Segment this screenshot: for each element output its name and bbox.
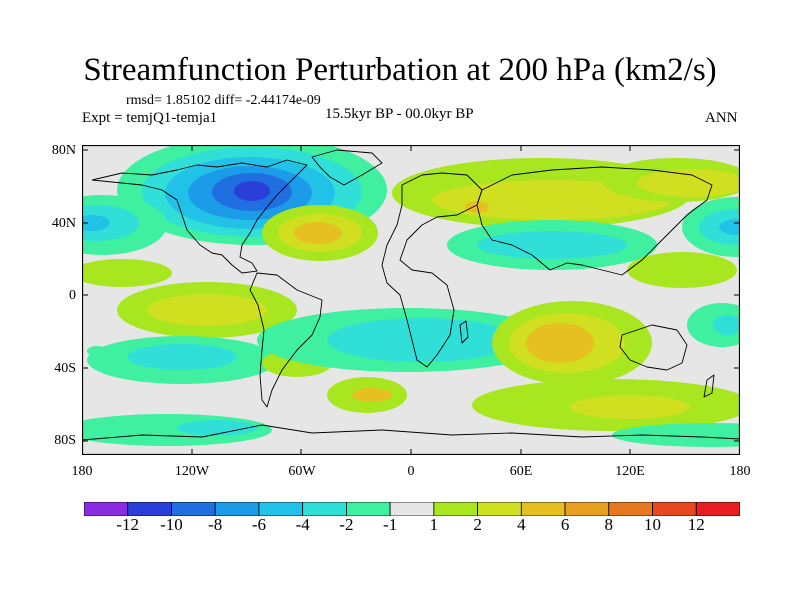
x-tick-180w: 180 xyxy=(71,464,93,479)
colorbar-label: -10 xyxy=(160,515,183,534)
asia-trough-contours xyxy=(447,220,657,270)
axis-ticks xyxy=(82,145,740,455)
australia-coast xyxy=(619,324,688,371)
y-tick-80s: 80S xyxy=(54,433,76,448)
colorbar-swatch xyxy=(564,502,610,516)
colorbar-swatch xyxy=(520,502,566,516)
colorbar-label: 2 xyxy=(473,515,482,534)
colorbar-label: -2 xyxy=(339,515,354,534)
greenland-coast xyxy=(311,149,383,186)
colorbar-label: -12 xyxy=(116,515,140,534)
colorbar-swatch xyxy=(302,502,347,516)
colorbar xyxy=(84,502,740,516)
colorbar-label: -6 xyxy=(251,515,266,534)
x-tick-60e: 60E xyxy=(509,464,533,479)
period-label: 15.5kyr BP - 00.0kyr BP xyxy=(325,106,474,122)
stats-text: rmsd= 1.85102 diff= -2.44174e-09 xyxy=(126,93,321,108)
colorbar-label: 12 xyxy=(687,515,705,534)
colorbar-label: 1 xyxy=(429,515,439,534)
southern-subtropics xyxy=(82,301,740,447)
y-tick-80n: 80N xyxy=(51,143,76,158)
madagascar-coast xyxy=(459,320,469,344)
x-tick-120e: 120E xyxy=(615,464,645,479)
colorbar-label: 4 xyxy=(517,515,526,534)
x-tick-0: 0 xyxy=(407,464,415,479)
colorbar-swatch xyxy=(127,502,172,516)
colorbar-swatch xyxy=(171,502,216,516)
y-tick-0: 0 xyxy=(69,288,76,303)
experiment-label: Expt = temjQ1-temja1 xyxy=(82,110,218,126)
new-zealand-coast xyxy=(703,374,715,398)
colorbar-swatch xyxy=(214,502,260,516)
north-america-coast xyxy=(91,159,308,274)
x-tick-180e: 180 xyxy=(729,464,751,479)
y-tick-40s: 40S xyxy=(54,361,76,376)
colorbar-label: -8 xyxy=(208,515,223,534)
asia-coast xyxy=(476,166,713,276)
colorbar-label: -4 xyxy=(295,515,310,534)
antarctica-coast xyxy=(82,424,740,441)
colorbar-swatch xyxy=(477,502,522,516)
colorbar-label: -1 xyxy=(383,515,398,534)
atlantic-ridge-contours xyxy=(262,205,378,261)
y-tick-40n: 40N xyxy=(51,216,76,231)
south-america-coast xyxy=(249,272,323,408)
colorbar-swatch xyxy=(389,502,435,516)
colorbar-swatch xyxy=(433,502,478,516)
colorbar-label: 8 xyxy=(604,515,614,534)
season-label: ANN xyxy=(705,110,738,126)
colorbar-label: 10 xyxy=(644,515,662,534)
colorbar-swatch xyxy=(84,502,129,516)
colorbar-swatch xyxy=(345,502,391,516)
x-tick-120w: 120W xyxy=(174,464,210,479)
x-tick-60w: 60W xyxy=(288,464,316,479)
colorbar-swatch xyxy=(695,502,740,516)
colorbar-swatch xyxy=(608,502,653,516)
colorbar-label: 6 xyxy=(560,515,570,534)
streamfunction-map xyxy=(82,145,740,455)
coastlines xyxy=(82,149,740,441)
colorbar-swatch xyxy=(258,502,304,516)
colorbar-swatch xyxy=(652,502,697,516)
chart-title: Streamfunction Perturbation at 200 hPa (… xyxy=(83,52,717,88)
